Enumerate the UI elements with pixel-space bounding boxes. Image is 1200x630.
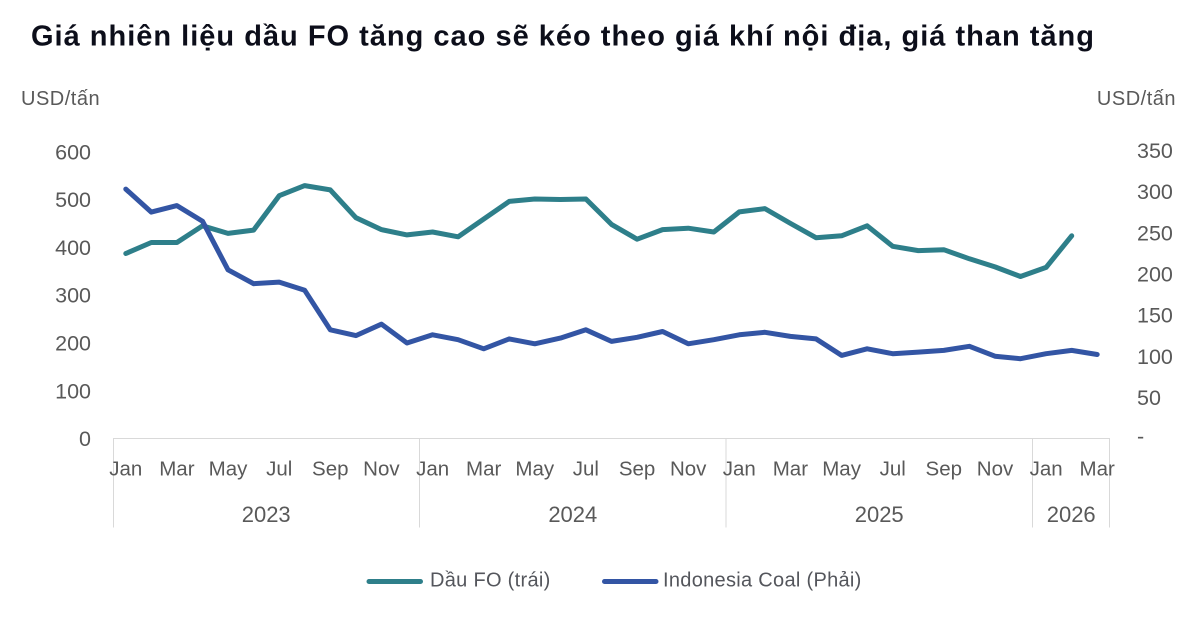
svg-text:0: 0 bbox=[79, 427, 91, 451]
svg-text:Sep: Sep bbox=[619, 458, 655, 481]
svg-text:2025: 2025 bbox=[855, 502, 904, 527]
svg-text:100: 100 bbox=[1137, 345, 1173, 369]
svg-text:Giá nhiên liệu dầu FO tăng cao: Giá nhiên liệu dầu FO tăng cao sẽ kéo th… bbox=[31, 21, 1095, 53]
svg-text:2023: 2023 bbox=[242, 502, 291, 527]
svg-text:Jan: Jan bbox=[1030, 458, 1063, 481]
svg-text:May: May bbox=[209, 458, 248, 481]
svg-text:May: May bbox=[822, 458, 861, 481]
svg-text:Mar: Mar bbox=[159, 458, 194, 481]
svg-text:-: - bbox=[1137, 425, 1144, 449]
svg-text:2026: 2026 bbox=[1047, 502, 1096, 527]
svg-text:Sep: Sep bbox=[312, 458, 348, 481]
svg-text:May: May bbox=[515, 458, 554, 481]
svg-text:Jan: Jan bbox=[109, 458, 142, 481]
svg-text:Mar: Mar bbox=[1080, 458, 1115, 481]
svg-text:Jul: Jul bbox=[880, 458, 906, 481]
svg-text:150: 150 bbox=[1137, 304, 1173, 328]
svg-text:USD/tấn: USD/tấn bbox=[1097, 88, 1176, 110]
svg-text:200: 200 bbox=[55, 332, 91, 356]
svg-text:Mar: Mar bbox=[773, 458, 808, 481]
svg-text:500: 500 bbox=[55, 188, 91, 212]
svg-text:Nov: Nov bbox=[670, 458, 707, 481]
svg-text:350: 350 bbox=[1137, 139, 1173, 163]
svg-text:Mar: Mar bbox=[466, 458, 501, 481]
svg-text:100: 100 bbox=[55, 379, 91, 403]
svg-text:50: 50 bbox=[1137, 386, 1161, 410]
svg-text:Sep: Sep bbox=[926, 458, 962, 481]
svg-text:Jul: Jul bbox=[266, 458, 292, 481]
svg-text:300: 300 bbox=[55, 284, 91, 308]
svg-text:USD/tấn: USD/tấn bbox=[21, 88, 100, 110]
svg-text:200: 200 bbox=[1137, 263, 1173, 287]
svg-text:2024: 2024 bbox=[548, 502, 597, 527]
svg-text:Indonesia Coal (Phải): Indonesia Coal (Phải) bbox=[663, 569, 862, 591]
svg-text:250: 250 bbox=[1137, 221, 1173, 245]
svg-text:Dầu FO (trái): Dầu FO (trái) bbox=[430, 569, 551, 591]
svg-text:Nov: Nov bbox=[363, 458, 400, 481]
svg-text:600: 600 bbox=[55, 140, 91, 164]
svg-text:Jul: Jul bbox=[573, 458, 599, 481]
svg-text:Jan: Jan bbox=[416, 458, 449, 481]
svg-text:Nov: Nov bbox=[977, 458, 1014, 481]
svg-text:400: 400 bbox=[55, 236, 91, 260]
svg-text:Jan: Jan bbox=[723, 458, 756, 481]
svg-text:300: 300 bbox=[1137, 180, 1173, 204]
